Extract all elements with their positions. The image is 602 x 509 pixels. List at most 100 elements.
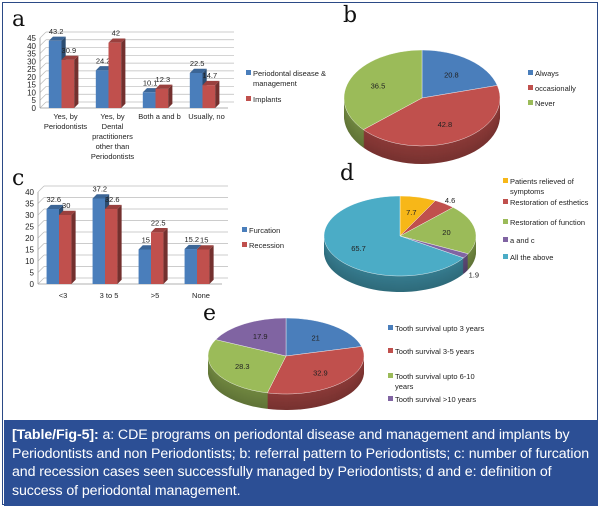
y-tick-label: 5: [32, 96, 37, 105]
panel-label-c: c: [12, 166, 24, 191]
slice-value-label: 42.8: [438, 120, 453, 129]
bar-furcation: [138, 249, 151, 284]
y-tick-label: 15: [27, 81, 36, 90]
y-tick-label: 10: [25, 257, 34, 266]
slice-value-label: 21: [311, 333, 319, 342]
panel-label-b: b: [343, 3, 357, 28]
y-tick-label: 45: [27, 34, 36, 43]
legend-label: Tooth survival >10 years: [395, 395, 476, 404]
gridline-diag: [37, 208, 45, 216]
figure-caption: [Table/Fig-5]: a: CDE programs on period…: [4, 420, 598, 506]
pie-slice-tooth-survival-10-years: [215, 317, 287, 357]
bar-top: [197, 245, 214, 250]
legend-swatch: [528, 100, 533, 105]
bar-recession: [59, 215, 72, 284]
slice-value-label: 36.5: [371, 82, 386, 91]
category-label: Both a and b: [138, 112, 181, 121]
data-label: 24.2: [96, 56, 111, 65]
gridline-diag: [39, 101, 47, 109]
legend-swatch: [503, 178, 508, 183]
y-tick-label: 10: [27, 88, 36, 97]
legend-label: Furcation: [249, 226, 280, 235]
y-tick-label: 35: [27, 50, 36, 59]
bar-side: [74, 55, 79, 108]
pie-slice-all-the-above: [323, 195, 464, 277]
data-label: 43.2: [49, 27, 64, 36]
data-label: 22.5: [190, 59, 205, 68]
slice-value-label: 65.7: [351, 244, 366, 253]
pie-slice-tooth-survival-3-5-years: [267, 346, 365, 395]
category-label: 3 to 5: [100, 291, 119, 300]
legend-label: symptoms: [510, 187, 544, 196]
y-tick-label: 15: [25, 246, 34, 255]
legend-swatch: [242, 227, 247, 232]
gridline-diag: [39, 78, 47, 85]
y-tick-label: 35: [25, 200, 34, 209]
category-label: Yes, by: [53, 112, 78, 121]
y-tick-label: 40: [27, 42, 36, 51]
data-label: 14.7: [203, 71, 218, 80]
bar-top: [105, 204, 122, 210]
category-label: >5: [151, 291, 160, 300]
bar-top: [108, 38, 126, 43]
y-tick-label: 25: [27, 65, 36, 74]
bar-periodontal-disease-management: [95, 70, 109, 108]
caption-text: a: CDE programs on periodontal disease a…: [12, 427, 590, 499]
category-label: Yes, by: [100, 112, 125, 121]
legend-label: Periodontal disease &: [253, 69, 326, 78]
bar-furcation: [46, 209, 59, 284]
legend-swatch: [388, 325, 393, 330]
gridline-diag: [37, 266, 45, 273]
pie-slice-tooth-survival-upto-6-10-years: [207, 339, 287, 394]
data-label: 22.5: [151, 218, 166, 227]
chart-b: b 20.8 42.8 36.5 Always occasionally Never: [343, 3, 576, 164]
category-label: Dental: [102, 122, 124, 131]
slice-value-label: 20: [442, 228, 450, 237]
bar-top: [155, 84, 173, 89]
legend-label: Restoration of esthetics: [510, 198, 589, 207]
gridline-diag: [37, 197, 45, 204]
y-tick-label: 5: [30, 269, 35, 278]
bar-recession: [105, 209, 118, 284]
y-tick-label: 0: [32, 104, 37, 113]
bar-side: [215, 80, 220, 108]
bar-top: [151, 228, 168, 233]
bar-furcation: [92, 198, 105, 284]
slice-value-label: 20.8: [444, 70, 459, 79]
slice-value-label: 1.9: [469, 270, 479, 279]
bar-recession: [151, 232, 164, 284]
data-label: 15: [200, 236, 208, 245]
pie-slice-tooth-survival-upto-3-years: [285, 317, 362, 357]
bar-recession: [197, 249, 210, 284]
bar-periodontal-disease-management: [142, 92, 156, 108]
pie-slice-restoration-of-function: [399, 207, 477, 255]
bar-top: [61, 55, 79, 60]
pie-slice-occasionally: [362, 85, 501, 147]
data-label: 42: [112, 29, 120, 38]
gridline-diag: [39, 62, 47, 70]
legend-swatch: [503, 219, 508, 224]
legend-swatch: [388, 348, 393, 353]
bar-top: [92, 194, 110, 199]
gridline-diag: [37, 277, 45, 285]
bar-implants: [155, 88, 169, 108]
gridline-diag: [37, 243, 45, 250]
data-label: 15.2: [184, 235, 199, 244]
y-tick-label: 40: [25, 188, 34, 197]
legend-label: Always: [535, 69, 559, 78]
legend-label: management: [253, 79, 298, 88]
category-label: Periodontists: [91, 152, 135, 161]
gridline-diag: [39, 86, 47, 93]
bar-periodontal-disease-management: [189, 73, 203, 108]
panel-label-a: a: [12, 7, 25, 32]
data-label: 32.6: [105, 195, 120, 204]
legend-label: a and c: [510, 236, 535, 245]
bar-top: [46, 204, 64, 210]
y-tick-label: 20: [25, 234, 34, 243]
legend-swatch: [528, 85, 533, 90]
bar-top: [184, 244, 202, 250]
chart-e: e 21 32.9 28.3 17.9 Tooth survival upto 3 yea…: [203, 301, 484, 410]
bar-top: [202, 80, 220, 86]
legend-swatch: [388, 373, 393, 378]
